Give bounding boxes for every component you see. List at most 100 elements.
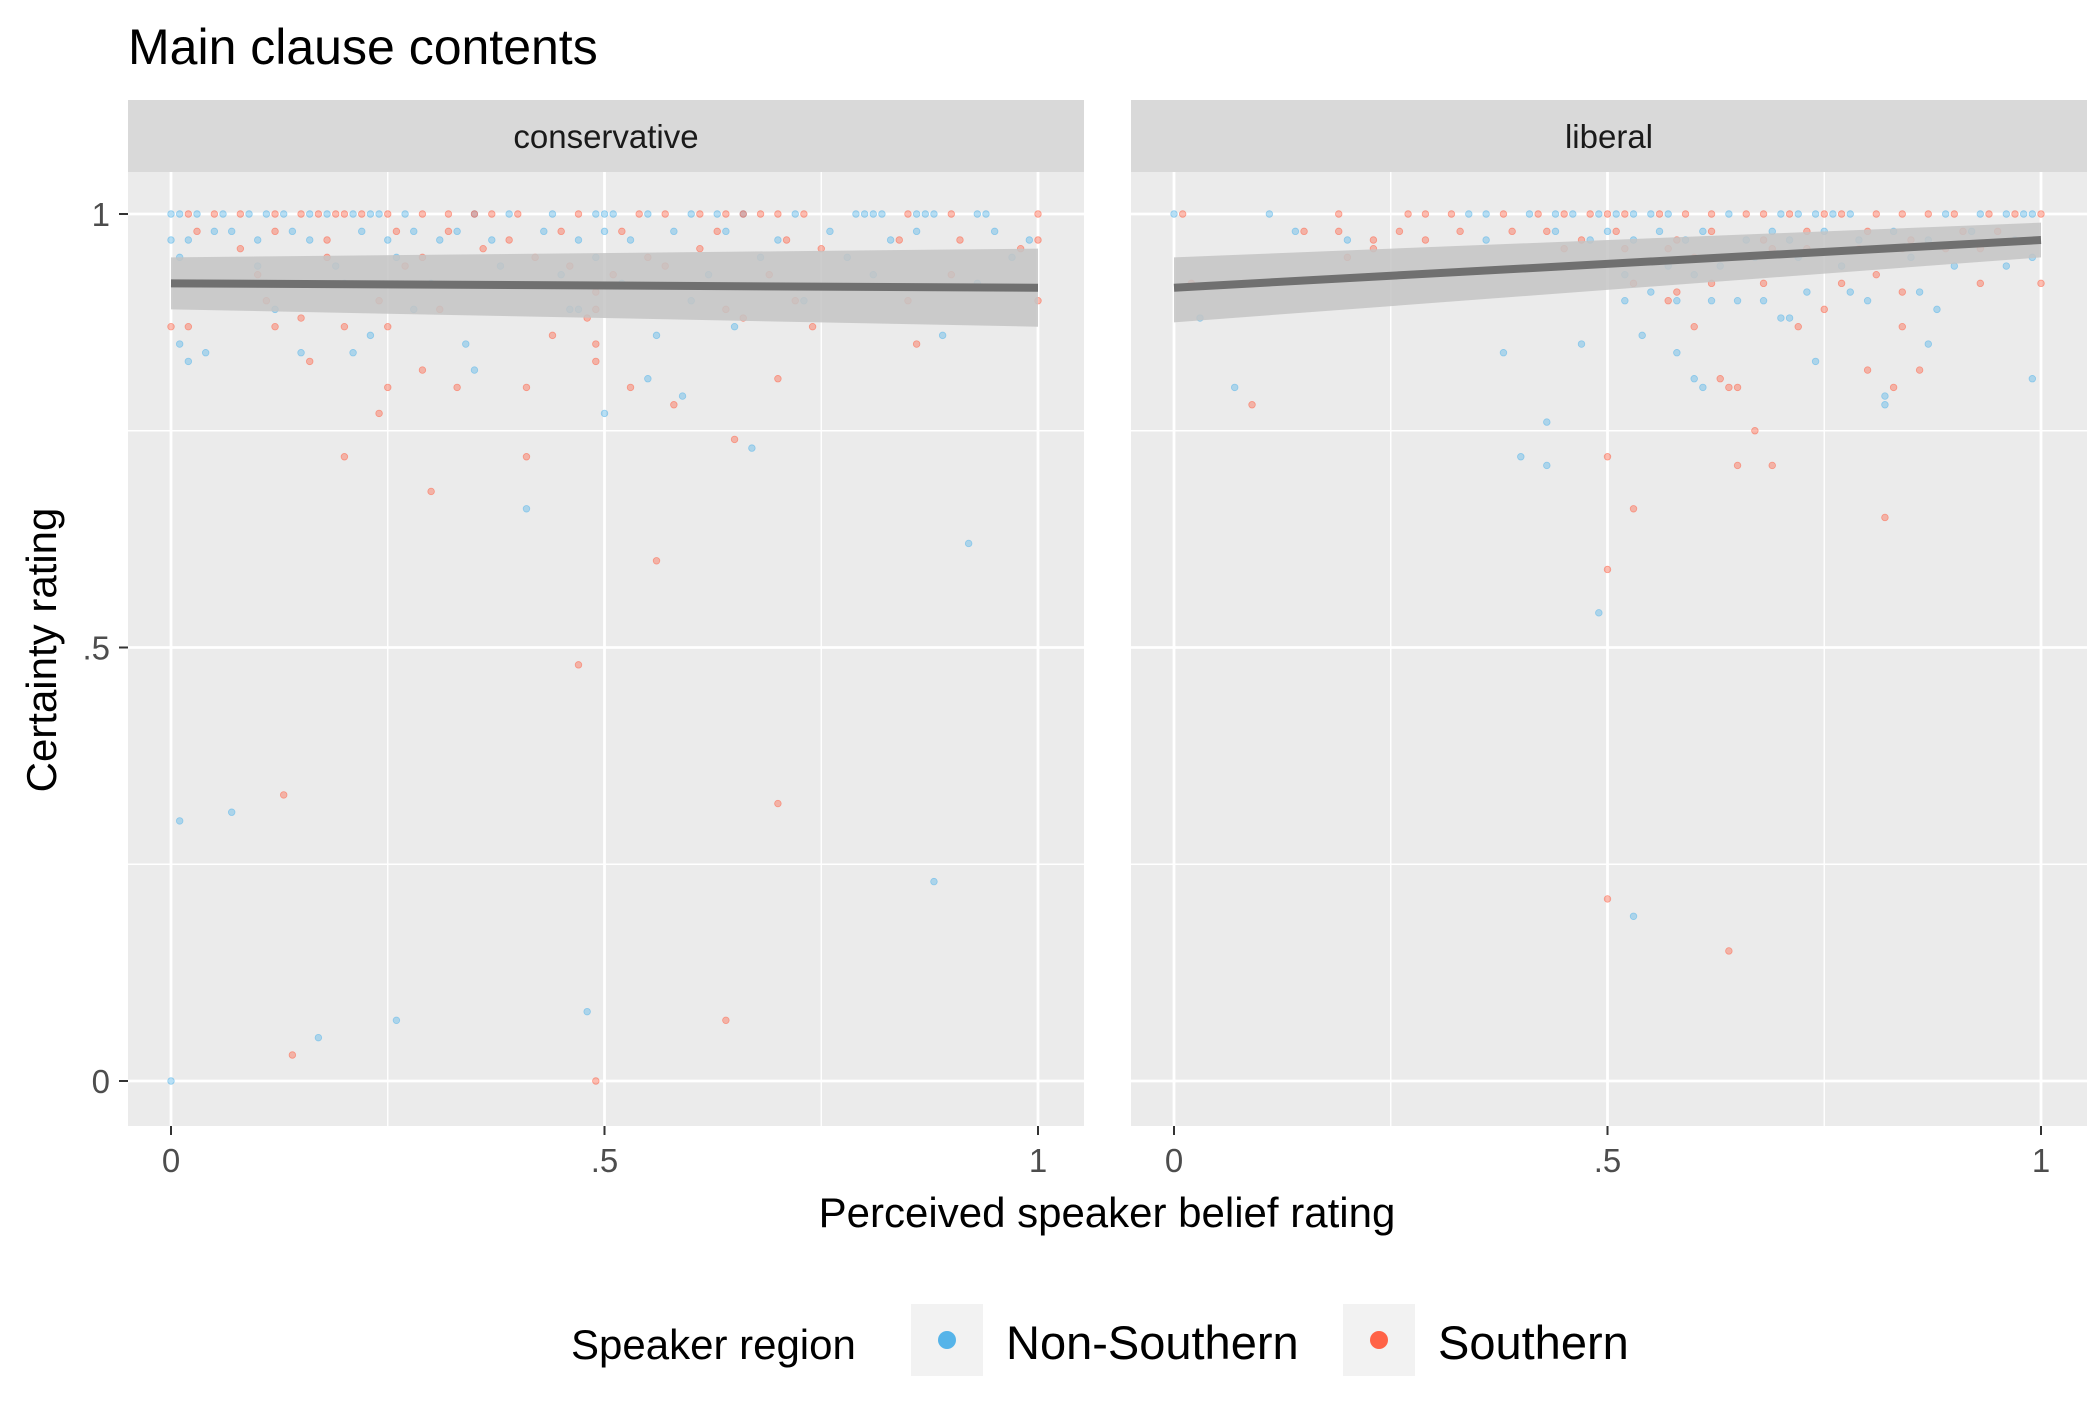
- data-point: [592, 1077, 600, 1085]
- data-point: [1421, 236, 1430, 244]
- data-point: [522, 453, 531, 461]
- x-tick-label: .5: [1594, 1142, 1622, 1179]
- data-point: [1725, 947, 1733, 955]
- data-point: [184, 236, 193, 244]
- data-point: [1872, 210, 1880, 218]
- data-point: [1525, 210, 1534, 218]
- data-point: [1508, 227, 1516, 236]
- data-point: [1881, 401, 1889, 409]
- data-point: [366, 210, 375, 218]
- data-point: [1794, 323, 1802, 331]
- data-point: [1820, 210, 1828, 218]
- data-point: [626, 236, 635, 244]
- data-point: [1603, 210, 1612, 218]
- data-point: [1759, 297, 1768, 305]
- data-point: [869, 210, 877, 218]
- data-point: [2002, 210, 2011, 218]
- data-point: [696, 210, 704, 218]
- legend-entry: Southern: [1343, 1304, 1629, 1376]
- data-point: [635, 210, 643, 218]
- panels: conservative 0 .5 1 0 .5 1 liberal 0 .5 1: [82, 100, 2087, 1179]
- facet-strip: [1131, 100, 2087, 172]
- data-point: [184, 210, 193, 218]
- data-point: [167, 323, 175, 331]
- data-point: [1395, 227, 1404, 236]
- data-point: [670, 227, 678, 236]
- legend: Speaker region Non-Southern Southern: [571, 1304, 1629, 1376]
- data-point: [886, 236, 895, 244]
- y-tick-label: 1: [92, 196, 110, 233]
- data-point: [1499, 349, 1508, 357]
- data-point: [1889, 383, 1898, 392]
- data-point: [392, 227, 401, 236]
- data-point: [1803, 288, 1811, 296]
- panel-liberal: liberal 0 .5 1: [1131, 100, 2087, 1179]
- data-point: [1291, 227, 1300, 236]
- legend-title: Speaker region: [571, 1321, 856, 1368]
- data-point: [1811, 357, 1820, 366]
- data-point: [288, 1051, 297, 1059]
- data-point: [609, 210, 617, 218]
- data-point: [774, 236, 782, 244]
- data-point: [1612, 210, 1620, 218]
- data-point: [184, 357, 193, 366]
- data-point: [1777, 314, 1785, 322]
- panel-background: [128, 172, 1084, 1126]
- data-point: [1829, 210, 1837, 218]
- data-point: [1465, 210, 1473, 218]
- data-point: [1629, 912, 1638, 920]
- data-point: [1543, 461, 1551, 470]
- data-point: [1681, 210, 1690, 218]
- data-point: [774, 799, 782, 808]
- data-point: [288, 227, 297, 236]
- data-point: [297, 210, 305, 218]
- data-point: [722, 210, 730, 218]
- data-point: [1300, 227, 1308, 236]
- facet-strip: [128, 100, 1084, 172]
- data-point: [713, 227, 721, 236]
- data-point: [557, 227, 565, 236]
- data-point: [1034, 236, 1042, 244]
- chart-title: Main clause contents: [128, 19, 598, 75]
- data-point: [332, 210, 340, 218]
- data-point: [661, 210, 669, 218]
- data-point: [349, 210, 357, 218]
- data-point: [1733, 461, 1742, 470]
- data-point: [652, 557, 661, 565]
- data-point: [522, 505, 531, 513]
- data-point: [574, 661, 583, 669]
- data-point: [1230, 383, 1239, 392]
- x-tick-label: 0: [162, 1142, 180, 1179]
- data-point: [505, 210, 513, 218]
- data-point: [1335, 227, 1343, 236]
- data-point: [254, 236, 262, 244]
- legend-swatch: [938, 1331, 956, 1349]
- data-point: [1482, 236, 1490, 244]
- data-point: [1647, 288, 1655, 296]
- data-point: [453, 227, 461, 236]
- data-point: [2028, 375, 2037, 383]
- data-point: [904, 210, 912, 218]
- data-point: [1664, 210, 1672, 218]
- data-point: [644, 375, 652, 383]
- data-point: [1707, 210, 1716, 218]
- data-point: [947, 210, 955, 218]
- data-point: [687, 210, 695, 218]
- data-point: [938, 331, 947, 340]
- data-point: [774, 210, 782, 218]
- data-point: [808, 323, 817, 331]
- data-point: [1933, 305, 1941, 314]
- data-point: [1534, 210, 1542, 218]
- data-point: [956, 236, 964, 244]
- data-point: [1881, 513, 1889, 522]
- data-point: [297, 349, 305, 357]
- data-point: [1898, 210, 1906, 218]
- data-point: [1759, 210, 1768, 218]
- data-point: [1777, 210, 1785, 218]
- data-point: [175, 210, 184, 218]
- data-point: [384, 383, 392, 392]
- data-point: [358, 227, 366, 236]
- data-point: [1733, 383, 1742, 392]
- x-tick-label: 1: [1029, 1142, 1047, 1179]
